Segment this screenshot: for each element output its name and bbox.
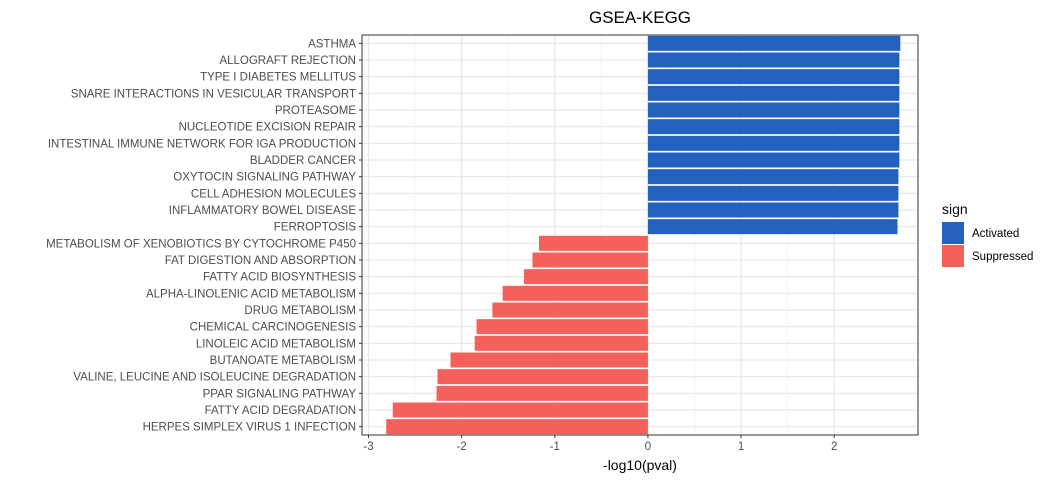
bar: [647, 169, 899, 185]
bar: [647, 85, 900, 101]
y-tick-label: NUCLEOTIDE EXCISION REPAIR: [179, 122, 356, 134]
y-tick-label: BLADDER CANCER: [250, 155, 356, 167]
legend-label: Suppressed: [972, 251, 1033, 263]
y-tick-label: CELL ADHESION MOLECULES: [191, 188, 356, 200]
bar: [386, 419, 648, 435]
bar: [492, 302, 648, 318]
x-tick-label: -1: [550, 441, 560, 453]
bar: [436, 385, 648, 401]
bar: [437, 369, 648, 385]
legend-key: [942, 222, 964, 244]
y-tick-label: INFLAMMATORY BOWEL DISEASE: [169, 205, 357, 217]
y-tick-label: INTESTINAL IMMUNE NETWORK FOR IGA PRODUC…: [48, 138, 356, 150]
bar: [647, 152, 900, 168]
y-tick-label: HERPES SIMPLEX VIRUS 1 INFECTION: [143, 422, 356, 434]
y-tick-label: ALLOGRAFT REJECTION: [219, 55, 356, 67]
y-tick-label: FATTY ACID DEGRADATION: [205, 405, 356, 417]
y-tick-label: CHEMICAL CARCINOGENESIS: [190, 322, 357, 334]
panel-background: [362, 35, 918, 435]
bar: [647, 35, 901, 51]
bar: [647, 102, 900, 118]
bar: [647, 69, 900, 85]
legend-label: Activated: [972, 228, 1019, 240]
panel-border: [361, 34, 919, 436]
y-tick-label: BUTANOATE METABOLISM: [210, 355, 356, 367]
y-tick-label: TYPE I DIABETES MELLITUS: [200, 72, 356, 84]
x-tick-label: 1: [738, 441, 744, 453]
y-tick-label: SNARE INTERACTIONS IN VESICULAR TRANSPOR…: [71, 88, 356, 100]
bar: [647, 219, 898, 235]
bar: [647, 135, 900, 151]
plot-area: ASTHMA ALLOGRAFT REJECTION TYPE I DIABETES…: [46, 34, 919, 453]
bar: [474, 335, 648, 351]
y-tick-label: FATTY ACID BIOSYNTHESIS: [203, 272, 356, 284]
bar: [647, 52, 900, 68]
bar: [524, 269, 648, 285]
y-tick-label: ALPHA-LINOLENIC ACID METABOLISM: [146, 288, 356, 300]
legend: sign Activated Suppressed: [942, 201, 1033, 267]
bar: [647, 185, 899, 201]
bar: [392, 402, 648, 418]
bar: [647, 202, 899, 218]
bar: [476, 319, 648, 335]
y-tick-label: VALINE, LEUCINE AND ISOLEUCINE DEGRADATI…: [73, 372, 356, 384]
bar: [532, 252, 648, 268]
bar: [538, 235, 648, 251]
y-tick-label: DRUG METABOLISM: [244, 305, 356, 317]
x-tick-label: -3: [363, 441, 373, 453]
x-tick-label: 2: [831, 441, 837, 453]
y-tick-label: PROTEASOME: [275, 105, 356, 117]
x-tick-label: 0: [645, 441, 651, 453]
y-tick-label: FERROPTOSIS: [274, 222, 357, 234]
x-tick-label: -2: [457, 441, 467, 453]
bar: [450, 352, 648, 368]
legend-key: [942, 245, 964, 267]
y-tick-label: ASTHMA: [308, 38, 356, 50]
chart-title: GSEA-KEGG: [589, 8, 691, 27]
y-tick-label: PPAR SIGNALING PATHWAY: [203, 388, 357, 400]
y-tick-label: OXYTOCIN SIGNALING PATHWAY: [173, 172, 356, 184]
legend-title: sign: [942, 201, 968, 217]
y-tick-label: LINOLEIC ACID METABOLISM: [196, 338, 356, 350]
y-tick-label: FAT DIGESTION AND ABSORPTION: [165, 255, 356, 267]
bar: [647, 119, 900, 135]
x-axis-label: -log10(pval): [603, 457, 677, 473]
bar: [502, 285, 648, 301]
y-tick-label: METABOLISM OF XENOBIOTICS BY CYTOCHROME …: [46, 238, 356, 250]
